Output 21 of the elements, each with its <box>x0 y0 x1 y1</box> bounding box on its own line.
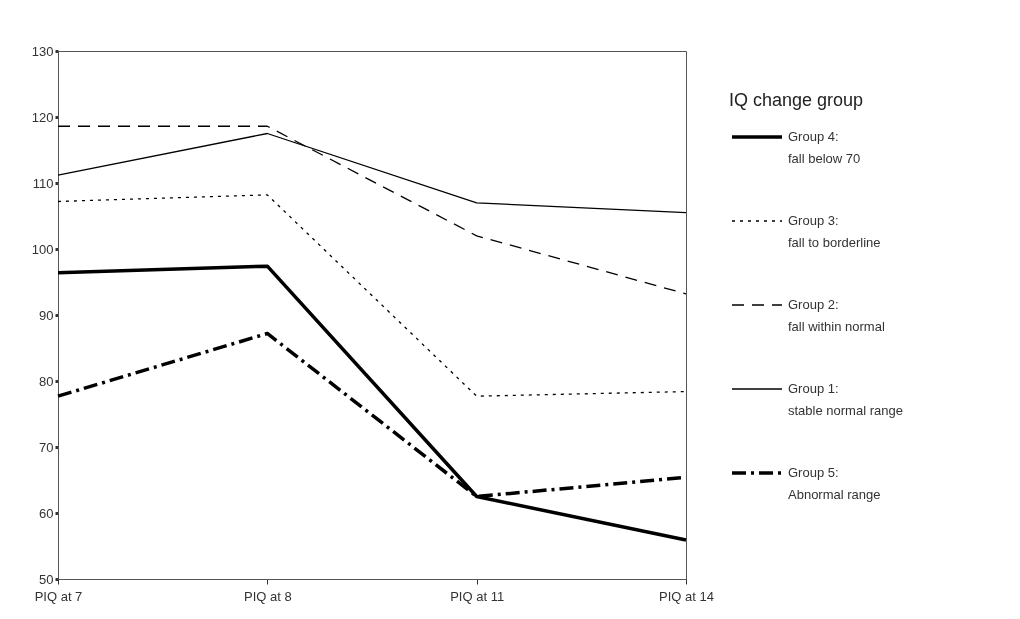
x-tick-label: PIQ at 14 <box>659 588 714 604</box>
x-tick-label: PIQ at 11 <box>450 588 505 604</box>
legend-label: Group 4: fall below 70 <box>788 129 861 166</box>
x-tick-label: PIQ at 7 <box>34 588 83 604</box>
y-tick-label: 70 <box>39 439 54 455</box>
y-tick-label: 100 <box>31 241 54 257</box>
line-series <box>57 194 687 397</box>
y-tick-label: 130 <box>31 43 54 59</box>
legend-title: IQ change group <box>729 90 864 110</box>
legend-label: Group 1: stable normal range <box>788 381 903 418</box>
y-tick-label: 50 <box>39 571 54 587</box>
x-tick-label: PIQ at 8 <box>243 588 292 604</box>
y-tick-label: 80 <box>39 373 54 389</box>
legend-label: Group 5: Abnormal range <box>788 465 881 502</box>
y-tick-label: 120 <box>31 109 54 125</box>
y-tick-label: 60 <box>39 505 54 521</box>
legend-label: Group 2: fall within normal <box>788 297 885 334</box>
y-tick-label: 90 <box>39 307 54 323</box>
line-series <box>56 264 688 542</box>
y-tick-label: 110 <box>32 175 54 191</box>
legend-label: Group 3: fall to borderline <box>788 213 881 250</box>
